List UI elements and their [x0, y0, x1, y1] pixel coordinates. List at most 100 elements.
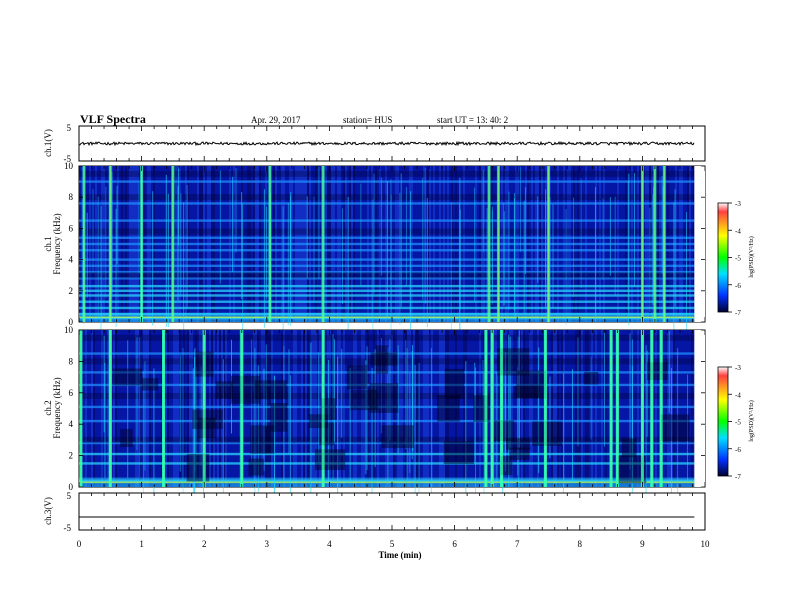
vlf-streak [266, 206, 268, 299]
spectrogram-texture [591, 330, 593, 487]
spectrogram-texture [469, 330, 471, 487]
dark-patch [230, 375, 261, 404]
spectrogram-texture [307, 330, 309, 487]
spectrogram-texture [147, 330, 149, 487]
ch1-colorbar: -3 -4 -5 -6 -7 log(PSD)(V²/Hz) [717, 200, 755, 317]
spectrogram-texture [655, 330, 657, 487]
spectrogram-texture [405, 330, 407, 487]
vlf-streak [426, 197, 428, 328]
freq-tick-label: 4 [69, 419, 74, 429]
spectrogram-texture [381, 330, 383, 487]
spectrogram-texture [693, 330, 695, 487]
spectrogram-texture [677, 330, 679, 487]
vlf-streak [180, 193, 182, 295]
vlf-streak [152, 191, 154, 326]
spectrogram-texture [347, 330, 349, 487]
spectrogram-texture [119, 330, 121, 487]
spectrogram-texture [193, 330, 195, 487]
dark-patch [186, 453, 210, 482]
spectrogram-texture [503, 330, 505, 487]
spectrogram-texture [219, 330, 221, 487]
frequency-band [79, 306, 695, 310]
dark-patch [532, 421, 562, 446]
frequency-band [79, 452, 695, 456]
spectrogram-texture [83, 330, 85, 487]
vlf-streak [580, 178, 582, 288]
frequency-band [79, 383, 695, 387]
spectrogram-texture [313, 330, 315, 487]
vlf-burst [321, 330, 325, 487]
spectrogram-texture [449, 330, 451, 487]
spectrogram-texture [209, 330, 211, 487]
spectrogram-texture [285, 330, 287, 487]
time-tick-label: 8 [578, 539, 583, 549]
spectrogram-texture [283, 330, 285, 487]
vlf-streak [337, 356, 339, 494]
freq-tick-label: 4 [69, 255, 74, 265]
vlf-burst-core [109, 166, 111, 322]
spectrogram-texture [367, 330, 369, 487]
frequency-band [79, 405, 695, 409]
spectrogram-texture [145, 330, 147, 487]
spectrogram-texture [647, 330, 649, 487]
spectrogram-texture [139, 330, 141, 487]
time-tick-label: 0 [77, 539, 82, 549]
ch1-freq-ylabel: Frequency (kHz) [52, 213, 62, 274]
spectrogram-texture [653, 330, 655, 487]
dark-patch [270, 402, 288, 432]
spectrogram-texture [551, 330, 553, 487]
spectrogram-texture [303, 330, 305, 487]
spectrogram-texture [559, 330, 561, 487]
frequency-band [79, 371, 695, 374]
dark-patch [375, 345, 389, 374]
vlf-streak [194, 349, 196, 496]
spectrogram-texture [343, 330, 345, 487]
spectrogram-texture [299, 330, 301, 487]
vlf-streak [274, 375, 276, 517]
spectrogram-texture [293, 330, 295, 487]
spectrogram-texture [481, 330, 483, 487]
frequency-band [79, 352, 695, 355]
vlf-streak [318, 352, 320, 463]
frequency-band [79, 284, 695, 288]
spectrogram-texture [537, 330, 539, 487]
vlf-streak [524, 187, 526, 274]
dark-patch [215, 381, 233, 399]
spectrogram-texture [575, 330, 577, 487]
dark-patch [308, 414, 329, 429]
spectrogram-texture [435, 330, 437, 487]
vlf-burst-core [322, 166, 324, 322]
spectrogram-texture [463, 330, 465, 487]
spectrogram-texture [159, 330, 161, 487]
dark-band [79, 170, 695, 177]
spectrogram-texture [619, 330, 621, 487]
vlf-streak [646, 350, 648, 437]
spectrogram-texture [417, 330, 419, 487]
vlf-burst [484, 330, 488, 487]
spectrogram-texture [161, 330, 163, 487]
colorbar-tick-label: -6 [735, 282, 741, 290]
ch1-spec-ylabel: ch.1 [43, 236, 53, 251]
frequency-band [79, 300, 695, 303]
vlf-streak [349, 367, 351, 484]
dark-band [79, 358, 695, 365]
vlf-burst-core [172, 166, 174, 322]
spectrogram-texture [251, 330, 253, 487]
spectrogram-texture [401, 330, 403, 487]
vlf-streak [254, 347, 256, 503]
dark-patch [443, 441, 475, 465]
freq-tick-label: 10 [64, 325, 74, 335]
spectrogram-texture [363, 330, 365, 487]
freq-tick-label: 8 [69, 356, 74, 366]
vlf-streak [115, 208, 117, 328]
dark-patch [647, 362, 668, 380]
vlf-streak [430, 347, 432, 504]
spectrogram-texture [403, 330, 405, 487]
spectrogram-texture [331, 330, 333, 487]
colorbar-tick-label: -4 [735, 227, 741, 235]
vlf-streak [422, 177, 424, 300]
spectrogram-texture [493, 330, 495, 487]
dark-patch [197, 417, 216, 439]
ch1-waveform-panel: 5 -5 ch.1(V) [43, 123, 706, 164]
spectrogram-texture [387, 330, 389, 487]
